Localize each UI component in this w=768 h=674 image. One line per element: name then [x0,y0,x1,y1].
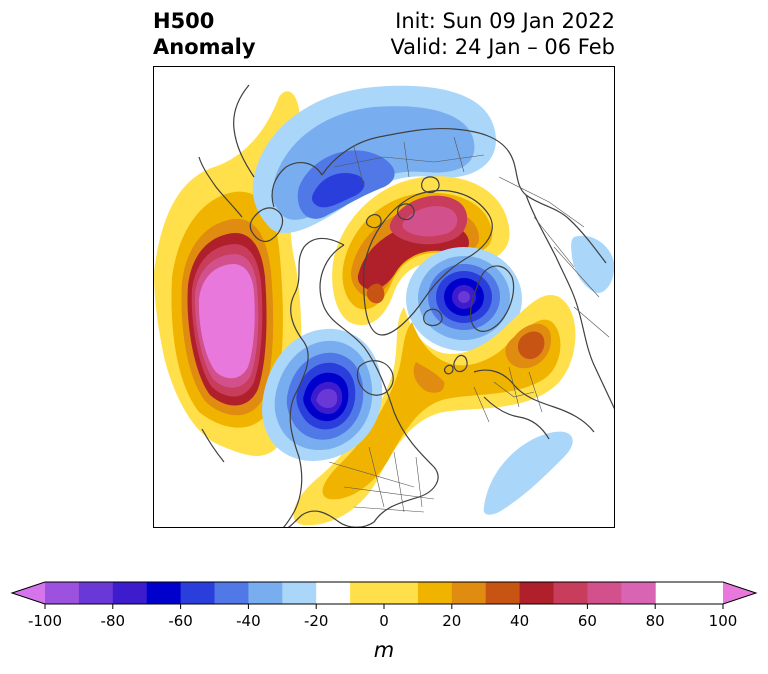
colorbar-segment [621,582,656,604]
colorbar-tick-label: 0 [379,612,389,630]
colorbar-segment [180,582,215,604]
anomaly-map [153,66,615,528]
colorbar-segment [112,582,148,604]
colorbar-segment [146,582,182,604]
colorbar: -100 -80 -60 -40 -20 0 20 40 60 80 100 m [0,570,768,670]
ridge-greenland [332,176,510,326]
colorbar-tick-label: -100 [28,612,62,630]
colorbar-svg: -100 -80 -60 -40 -20 0 20 40 60 80 100 m [10,581,758,662]
title-block-right: Init: Sun 09 Jan 2022 Valid: 24 Jan – 06… [390,8,615,60]
colorbar-extend-high [723,582,756,604]
colorbar-tick-label: 60 [578,612,597,630]
colorbar-segment [485,582,521,604]
title-field: Anomaly [153,35,256,59]
colorbar-segment [78,582,114,604]
coastlines [198,84,614,527]
colorbar-ticks: -100 -80 -60 -40 -20 0 20 40 60 80 100 [28,604,737,630]
colorbar-segment [553,582,588,604]
borders [328,136,610,513]
colorbar-tick-label: -20 [304,612,329,630]
colorbar-segment [316,582,351,604]
anomaly-field [154,85,614,526]
title-variable: H500 [153,9,215,33]
colorbar-segment [451,582,487,604]
colorbar-unit-label: m [374,638,394,662]
colorbar-segment [248,582,283,604]
trough-siberia [252,85,496,234]
colorbar-segment [214,582,249,604]
trough-north-america [262,328,383,462]
init-date: Init: Sun 09 Jan 2022 [395,9,615,33]
ridge-europe [293,295,576,526]
colorbar-tick-label: 80 [646,612,665,630]
colorbar-segment [282,582,317,604]
colorbar-segment [519,582,554,604]
valid-range: Valid: 24 Jan – 06 Feb [390,35,615,59]
colorbar-segment [45,582,80,604]
colorbar-tick-label: 20 [442,612,461,630]
trough-atlantic [483,235,614,515]
colorbar-tick-label: 100 [709,612,738,630]
colorbar-segment [350,582,419,604]
anomaly-map-svg [154,84,614,527]
title-block-left: H500 Anomaly [153,8,256,60]
colorbar-tick-label: -40 [236,612,261,630]
colorbar-segment [587,582,622,604]
colorbar-fills [10,581,758,605]
colorbar-tick-label: -80 [101,612,126,630]
colorbar-tick-label: -60 [168,612,193,630]
colorbar-tick-label: 40 [510,612,529,630]
colorbar-segment [417,582,453,604]
colorbar-extend-low [12,582,45,604]
